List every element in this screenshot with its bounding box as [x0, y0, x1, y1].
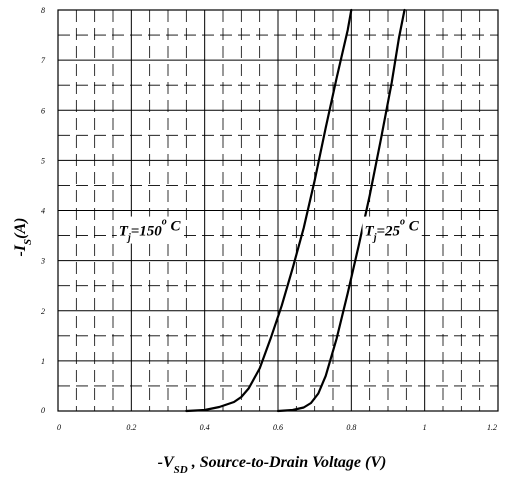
annotation-text: Tj=25o C	[365, 217, 420, 244]
y-tick-label: 7	[41, 56, 46, 65]
y-tick-label: 2	[41, 307, 45, 316]
annotation-part: j	[126, 233, 131, 244]
annotation-part: T	[119, 224, 129, 240]
annotation-part: =150	[131, 224, 163, 240]
grid	[58, 10, 498, 411]
annotation-part: C	[167, 219, 182, 235]
x-tick-label: 0.6	[273, 423, 283, 432]
annotation-part: j	[372, 233, 377, 244]
y-tick-label: 5	[41, 156, 45, 165]
x-tick-label: 0	[57, 423, 61, 432]
series-line-2	[276, 8, 406, 413]
annotation-background	[362, 216, 422, 244]
x-tick-label: 0.4	[200, 423, 210, 432]
annotation-part: C	[405, 219, 420, 235]
y-tick-label: 4	[41, 207, 45, 216]
y-tick-label: 8	[41, 6, 45, 15]
annotation-part: =25	[376, 224, 400, 240]
annotation-text: Tj=150o C	[119, 217, 182, 244]
annotations: Tj=150o C Tj=25o C	[116, 216, 422, 244]
y-tick-label: 1	[41, 357, 45, 366]
annotation-background	[116, 216, 184, 244]
annotation-part: T	[365, 224, 375, 240]
temperature-annotation: Tj=25o C	[362, 216, 422, 244]
y-tick-label: 3	[40, 257, 45, 266]
annotation-part: o	[400, 217, 405, 228]
x-tick-label: 1	[423, 423, 427, 432]
x-axis-label: -VSD , Source-to-Drain Voltage (V)	[158, 454, 387, 475]
x-tick-labels: 0 0.2 0.4 0.6 0.8 1 1.2	[57, 423, 497, 432]
plot-frame	[57, 9, 499, 412]
y-tick-labels: 0 1 2 3 4 5 6 7 8	[40, 6, 46, 415]
y-tick-label: 6	[41, 106, 45, 115]
series-line-1	[185, 8, 353, 413]
y-axis-label: -IS(A)	[12, 217, 34, 256]
annotation-part: o	[162, 217, 167, 228]
temperature-annotation: Tj=150o C	[116, 216, 184, 244]
y-tick-label: 0	[41, 406, 45, 415]
x-tick-label: 1.2	[487, 423, 497, 432]
x-tick-label: 0.2	[126, 423, 136, 432]
data-series	[185, 8, 406, 413]
x-tick-label: 0.8	[346, 423, 356, 432]
